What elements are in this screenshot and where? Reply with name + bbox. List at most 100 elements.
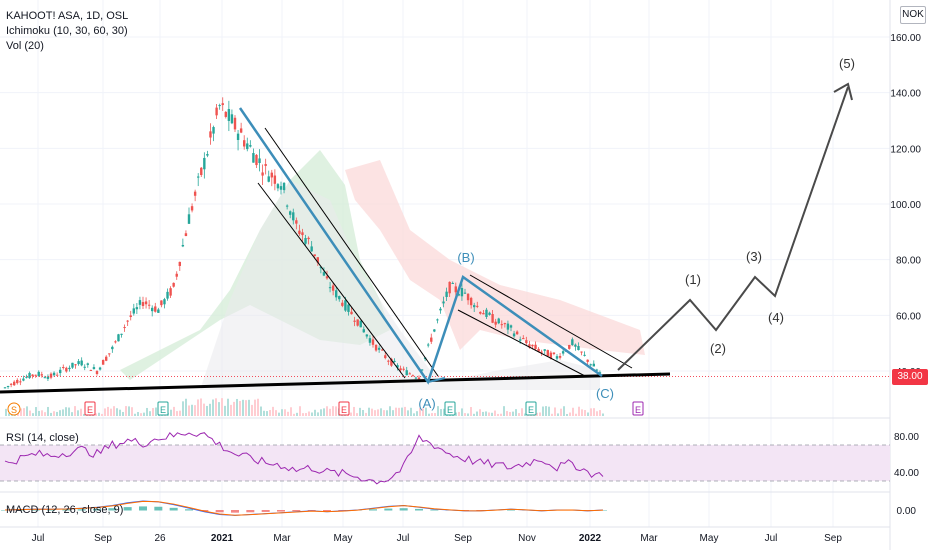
candle-body [270,172,273,178]
volume-bar [437,406,439,416]
volume-bar [53,411,55,416]
candle-body [212,127,215,134]
wave-lines [238,82,853,385]
volume-bar [455,412,457,416]
rsi-label[interactable]: RSI (14, close) [6,432,79,444]
candle-body [144,301,148,305]
macd-label[interactable]: MACD (12, 26, close, 9) [6,504,124,516]
candle-body [381,349,384,351]
candle-body [184,233,188,236]
candle-body [175,273,178,277]
macd-histogram-bar [384,508,393,511]
marker-letter: E [341,405,347,415]
volume-bar [587,412,589,416]
time-tick-label: Mar [273,533,291,544]
volume-bar [194,405,196,416]
candle-body [479,311,482,314]
marker-shape [525,401,537,416]
candle-body [169,288,172,296]
candle-body [371,339,375,345]
volume-bar [371,408,373,416]
macd-histogram-bar [430,509,439,511]
candle-body [393,360,396,362]
volume-bar [38,410,40,416]
volume-bar [230,404,232,416]
volume-bar [176,411,178,416]
volume-bar [50,412,52,416]
candle-body [295,220,298,224]
volume-bar [518,413,520,416]
volume-bar [521,408,523,416]
candle-body [368,338,372,343]
volume-bar [317,412,319,416]
volume-bar [386,410,388,416]
candle-body [460,288,464,297]
macd-histogram-bar [139,506,147,511]
volume-bar [602,413,604,416]
rsi-line [4,431,604,485]
volume-bar [458,411,460,416]
volume-bar [296,412,298,416]
candle-body [132,308,135,314]
candle-body [304,238,307,244]
volume-bar [407,410,409,416]
macd-histogram-bar [261,510,270,512]
symbol-legend[interactable]: KAHOOT! ASA, 1D, OSL [6,10,129,22]
volume-bar [596,411,598,416]
volume-bar [461,408,463,416]
volume-bar [17,412,19,416]
volume-bar [278,412,280,416]
wave-label-2: (2) [710,341,726,356]
candle-body [531,344,534,347]
candle-body [89,369,93,371]
last-price-tag: 38.00 [892,369,928,385]
volume-bar [497,413,499,416]
wave-label-B: (B) [457,250,474,265]
volume-bar [137,412,139,416]
marker-shape [444,401,456,416]
channel-lower-1 [257,182,406,379]
volume-bar [494,410,496,416]
volume-bar [248,399,250,416]
candle-body [482,313,485,315]
volume-bar [281,409,283,416]
volume-bar [515,409,517,416]
candle-body [445,291,448,298]
candle-body [206,154,209,156]
candle-body [408,373,411,375]
volume-bar [146,407,148,416]
volume-bar [113,406,115,416]
price-tick-label: 160.00 [890,33,921,44]
volume-bar [56,411,58,416]
volume-bar [182,401,184,416]
ichimoku-legend[interactable]: Ichimoku (10, 30, 60, 30) [6,25,128,37]
volume-legend[interactable]: Vol (20) [6,40,44,52]
candle-body [22,378,25,381]
candle-body [34,374,37,376]
macd-histogram-bar [47,509,55,511]
macd-histogram-bar [323,510,331,512]
candle-body [377,347,381,350]
macd-histogram-bar [62,509,71,511]
volume-bar [563,406,565,416]
currency-badge[interactable]: NOK [900,6,926,24]
candle-body [301,232,304,236]
marker-letter: E [528,405,534,415]
candle-body [411,375,415,377]
volume-bar [188,405,190,416]
marker-letter: E [87,405,93,415]
candle-body [387,360,390,362]
candle-body [436,319,439,321]
candle-body [466,293,470,301]
volume-bar [323,408,325,416]
candle-body [49,373,53,378]
volume-bar [20,408,22,416]
volume-bar [239,400,241,416]
candle-body [344,300,347,311]
volume-bar [98,412,100,416]
volume-bar [413,413,415,416]
candle-body [497,318,500,324]
volume-bar [584,410,586,416]
event-marker-s: S [7,402,21,416]
